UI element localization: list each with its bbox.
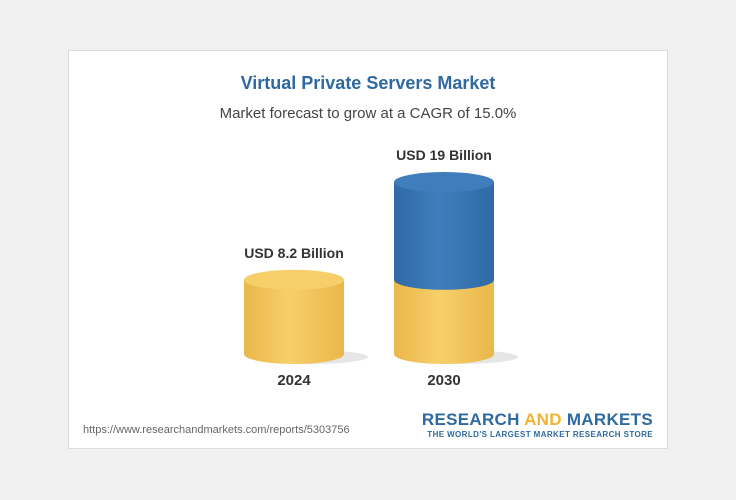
chart-card: Virtual Private Servers Market Market fo… [68, 50, 668, 449]
chart-title: Virtual Private Servers Market [240, 73, 496, 93]
bar-2030-growth-top [394, 172, 494, 193]
source-url[interactable]: https://www.researchandmarkets.com/repor… [83, 424, 350, 436]
chart-canvas: USD 8.2 Billion 2024 USD 19 Billion 2030 [244, 147, 518, 389]
bar-2030-base-body [394, 279, 494, 364]
bar-2024-top [244, 269, 344, 290]
brand-name-part1: RESEARCH [421, 410, 525, 429]
bar-2030-growth-body [394, 182, 494, 290]
value-label-2024: USD 8.2 Billion [244, 245, 344, 261]
brand-tagline: THE WORLD'S LARGEST MARKET RESEARCH STOR… [427, 430, 653, 439]
value-label-2030: USD 19 Billion [396, 147, 492, 163]
category-label-2030: 2030 [427, 372, 460, 389]
brand-name-accent: AND [524, 410, 562, 429]
brand-name-part3: MARKETS [561, 410, 653, 429]
brand-logo: RESEARCH AND MARKETS THE WORLD'S LARGEST… [422, 410, 653, 440]
brand-name: RESEARCH AND MARKETS [422, 410, 653, 430]
chart-subtitle: Market forecast to grow at a CAGR of 15.… [219, 105, 517, 122]
category-label-2024: 2024 [277, 372, 311, 389]
bar-2024-body [244, 279, 344, 364]
